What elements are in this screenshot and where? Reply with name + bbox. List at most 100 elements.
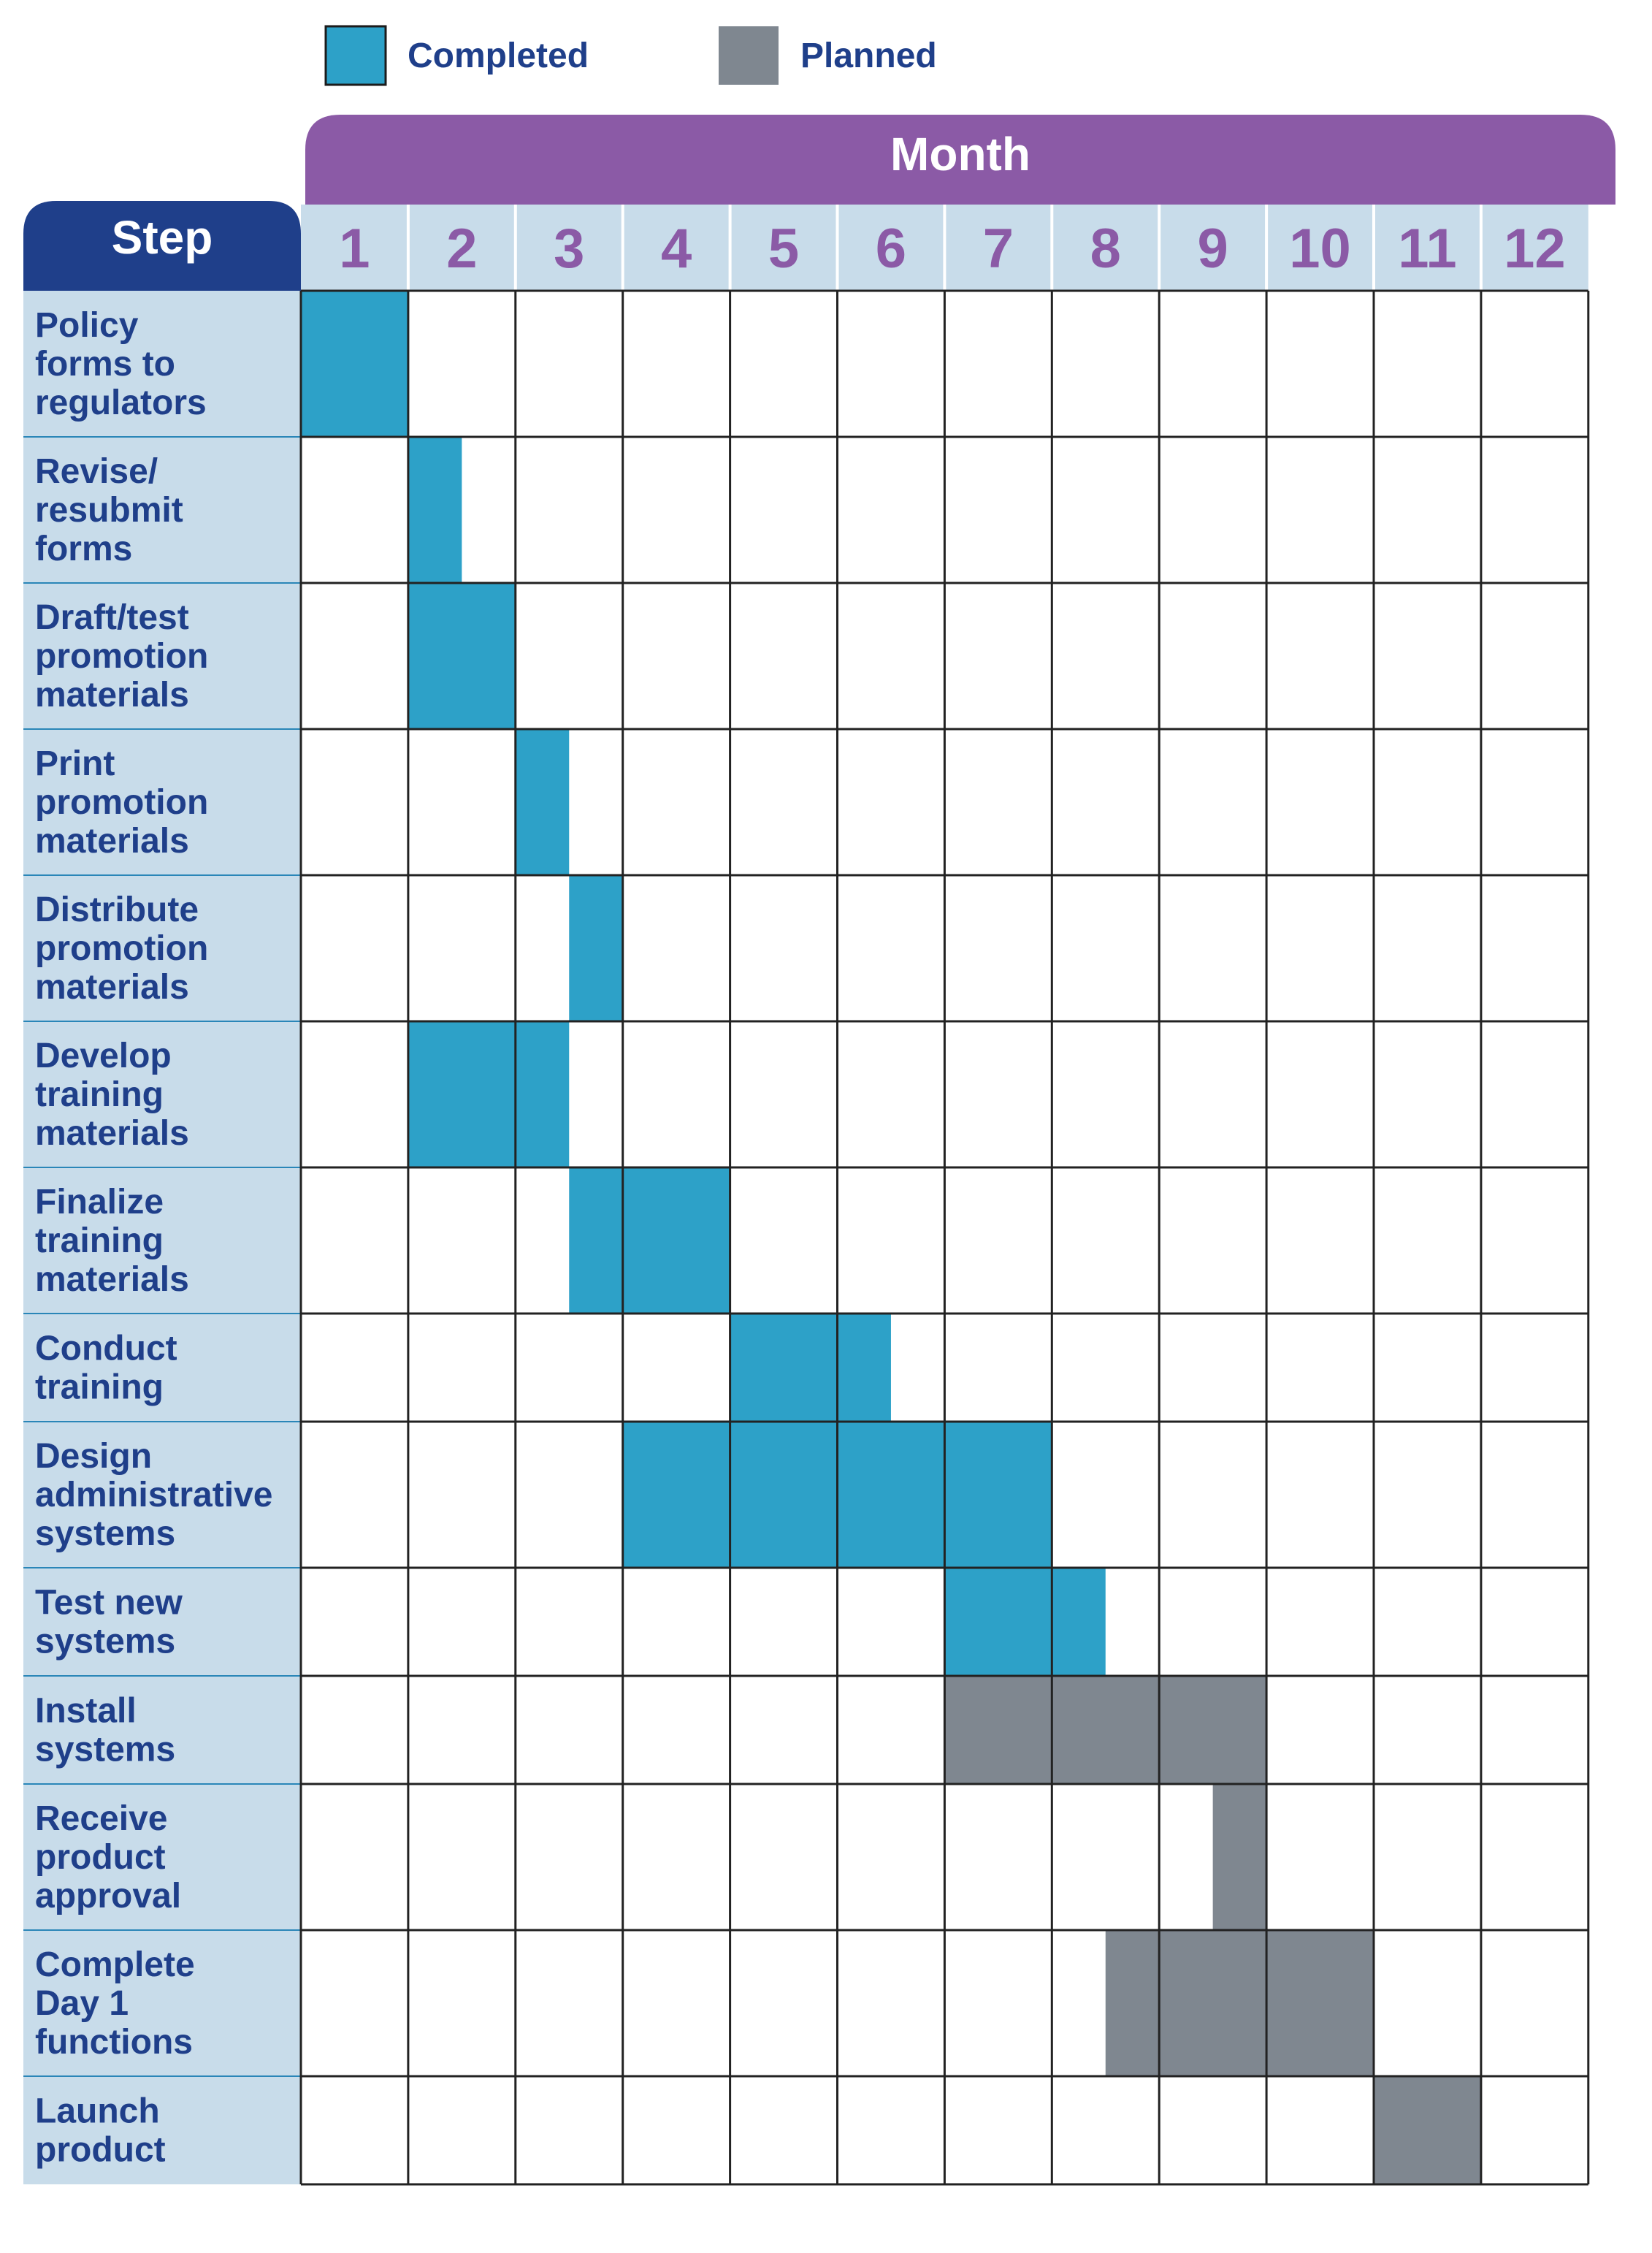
month-header-title: Month [890,128,1030,180]
step-label: Draft/test [35,598,189,637]
task-bar-completed [515,729,570,875]
step-label: training [35,1075,164,1114]
step-label: systems [35,1514,175,1553]
legend-label-completed: Completed [408,37,589,75]
month-label: 7 [983,218,1014,280]
step-header-title: Step [112,211,213,264]
step-label: Complete [35,1945,195,1984]
legend-swatch-completed [324,25,387,86]
step-label: promotion [35,637,208,676]
month-cell [301,205,408,291]
step-label-cell [23,1314,301,1422]
step-label: Receive [35,1799,167,1838]
step-label: training [35,1368,164,1407]
step-label-cell [23,729,301,875]
month-cell [1266,205,1374,291]
step-label: systems [35,1731,175,1769]
month-label: 5 [768,218,799,280]
step-label: product [35,2131,166,2170]
step-label-cell [23,583,301,729]
legend-swatch-planned [719,26,779,85]
task-bar-completed [301,291,408,437]
legend: Completed Planned [324,25,937,86]
step-label: functions [35,2023,193,2062]
step-label: Finalize [35,1183,164,1221]
month-label: 9 [1198,218,1228,280]
step-label: forms [35,530,132,568]
month-cell [515,205,623,291]
month-label: 2 [446,218,477,280]
month-cell [408,205,516,291]
month-label: 10 [1289,218,1351,280]
step-label: approval [35,1877,181,1915]
task-bar-completed [408,437,462,583]
task-bars [301,291,1481,2184]
step-label: Print [35,744,115,783]
month-label: 6 [876,218,906,280]
legend-label-planned: Planned [800,37,937,75]
month-label: 12 [1504,218,1566,280]
month-cell [1159,205,1267,291]
step-label: Revise/ [35,452,158,491]
month-cell [1480,205,1588,291]
step-label-cell [23,2076,301,2184]
step-label: product [35,1838,166,1877]
step-label: materials [35,1114,189,1153]
month-label: 11 [1398,218,1456,280]
step-label: Launch [35,2092,160,2131]
step-label: Install [35,1692,137,1731]
step-label: Policy [35,306,139,345]
step-label-cell [23,291,301,437]
step-label: promotion [35,783,208,822]
step-label-cell [23,1784,301,1930]
task-bar-completed [730,1314,891,1422]
task-bar-planned [1105,1930,1374,2076]
month-cell [1052,205,1160,291]
step-label-cell [23,1568,301,1676]
task-bar-completed [569,875,623,1021]
month-cell [944,205,1052,291]
month-label: 3 [554,218,584,280]
step-label: administrative [35,1476,272,1514]
task-bar-completed [944,1568,1106,1676]
month-label: 1 [339,218,370,280]
step-label: materials [35,968,189,1007]
step-label-cell [23,1676,301,1784]
month-header-band [305,115,1615,205]
month-cell [730,205,838,291]
month-cell [837,205,945,291]
step-label: materials [35,676,189,714]
step-label-cell [23,1422,301,1568]
step-label: systems [35,1623,175,1661]
step-label: forms to [35,345,175,384]
step-label-cell [23,875,301,1021]
step-label-cell [23,1930,301,2076]
step-label: Day 1 [35,1984,129,2023]
task-bar-completed [569,1167,730,1314]
task-bar-planned [1212,1784,1267,1930]
step-label: resubmit [35,491,183,530]
step-label: Test new [35,1584,183,1623]
step-label: Design [35,1437,152,1476]
month-label: 4 [661,218,692,280]
step-label: training [35,1221,164,1260]
task-bar-planned [1374,2076,1481,2184]
step-label: materials [35,1260,189,1299]
grid-lines [23,205,1590,2186]
step-label: Distribute [35,891,199,929]
step-label: materials [35,822,189,861]
step-label-cell [23,437,301,583]
step-label-cell [23,1167,301,1314]
month-cell [1374,205,1481,291]
step-label: Develop [35,1037,172,1075]
month-label: 8 [1090,218,1121,280]
step-label: promotion [35,929,208,968]
task-bar-completed [408,583,516,729]
step-label-cell [23,1021,301,1167]
month-cell [622,205,730,291]
step-header [23,201,301,296]
step-label: Conduct [35,1330,177,1368]
task-bar-completed [408,1021,570,1167]
